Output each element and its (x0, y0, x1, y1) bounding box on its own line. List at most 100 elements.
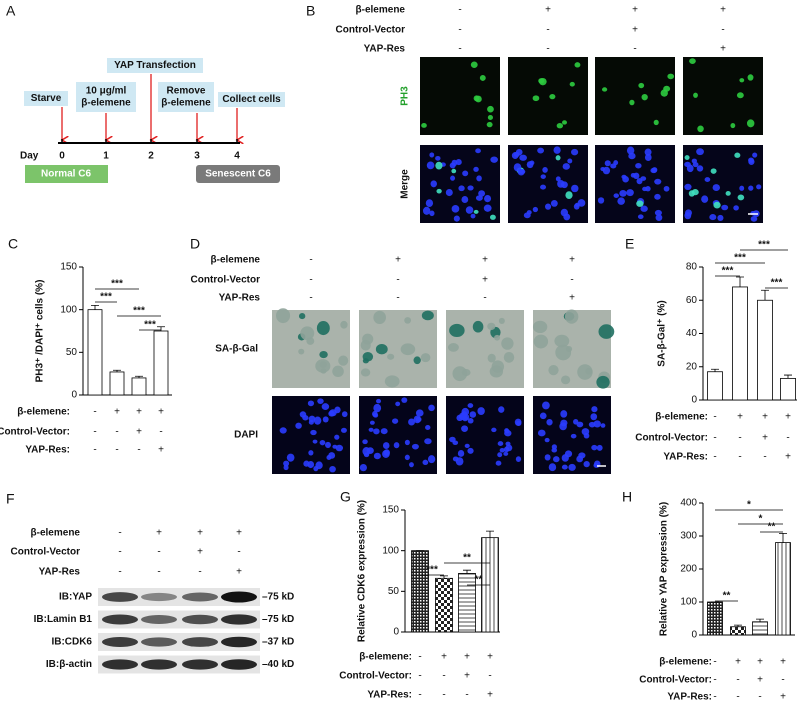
condition-sign: - (736, 675, 739, 686)
cell (641, 93, 648, 101)
cell (551, 444, 557, 450)
cell (359, 463, 367, 472)
cell (593, 420, 601, 428)
cell (654, 209, 662, 216)
cell (556, 123, 564, 129)
cell (684, 155, 690, 160)
error-bar (734, 624, 742, 627)
condition-sign: - (488, 671, 491, 682)
band (221, 636, 257, 648)
micrograph (508, 57, 588, 135)
band (182, 637, 218, 647)
cell (400, 343, 416, 356)
band (182, 592, 218, 602)
blot-marker: –75 kD (262, 592, 294, 603)
cell (413, 356, 421, 365)
cell (537, 429, 546, 437)
cell (461, 196, 469, 203)
panel-letter: H (622, 489, 632, 505)
cell (362, 439, 368, 445)
significance-label: *** (771, 278, 783, 289)
panel-letter: F (6, 491, 15, 507)
cell (424, 438, 432, 445)
cell (640, 176, 647, 181)
cell (445, 188, 453, 197)
cell (503, 351, 515, 363)
y-tick-label: 150 (60, 262, 77, 273)
y-tick-label: 100 (60, 304, 77, 315)
cell (360, 368, 371, 377)
cell (555, 176, 561, 182)
cell (498, 406, 505, 413)
condition-label: β-elemene: (17, 407, 70, 418)
band (221, 659, 257, 670)
bar (87, 309, 103, 396)
cell (340, 320, 348, 329)
error-bar (440, 575, 448, 579)
y-tick-label: 300 (680, 531, 697, 542)
cell (461, 369, 471, 377)
condition-label: β-elemene (31, 528, 81, 539)
cell (600, 167, 606, 172)
condition-sign: - (137, 445, 140, 456)
cell (546, 418, 553, 426)
cell (693, 92, 698, 98)
step-box (76, 82, 136, 112)
step-label: Collect cells (222, 94, 281, 105)
bar (757, 299, 773, 401)
cell (486, 121, 493, 128)
condition-sign: - (93, 407, 96, 418)
cell (503, 446, 510, 453)
cell (663, 85, 671, 92)
row-label: DAPI (234, 430, 258, 441)
condition-label: Control-Vector: (339, 671, 412, 682)
y-tick-label: 60 (686, 295, 698, 306)
condition-label: β-elemene: (659, 657, 712, 668)
cell (427, 455, 436, 464)
condition-sign: - (309, 255, 312, 266)
error-bar (784, 374, 792, 379)
cell (360, 339, 371, 351)
cell (746, 119, 755, 128)
micrograph (595, 145, 675, 223)
cell (552, 456, 560, 463)
cell (408, 418, 415, 426)
cell (692, 161, 699, 168)
cell (597, 197, 605, 204)
condition-sign: - (721, 25, 724, 36)
cell (421, 123, 427, 128)
cell (548, 463, 557, 472)
condition-sign: - (157, 547, 160, 558)
cell (487, 105, 494, 113)
cell (467, 403, 474, 409)
condition-sign: - (396, 293, 399, 304)
condition-sign: - (458, 25, 461, 36)
cell (653, 119, 659, 126)
cell (429, 210, 435, 217)
cell (600, 423, 606, 428)
cell (316, 321, 330, 336)
cell (553, 146, 561, 154)
cell (308, 415, 316, 423)
cell (392, 418, 399, 424)
cell (737, 194, 745, 201)
y-tick-label: 150 (382, 505, 399, 516)
cell (554, 334, 570, 348)
cell (334, 406, 341, 414)
step-box (107, 58, 203, 73)
condition-label: YAP-Res (39, 567, 81, 578)
cell (655, 214, 663, 222)
micrograph (420, 57, 500, 135)
cell (449, 323, 465, 338)
cell (750, 210, 756, 216)
condition-label: β-elemene: (359, 652, 412, 663)
cell (684, 212, 692, 220)
cell (585, 367, 593, 375)
cell (319, 439, 326, 446)
cell (515, 456, 522, 463)
cell (574, 62, 581, 68)
bar (458, 573, 476, 633)
condition-sign: - (118, 547, 121, 558)
condition-sign: + (785, 452, 791, 463)
